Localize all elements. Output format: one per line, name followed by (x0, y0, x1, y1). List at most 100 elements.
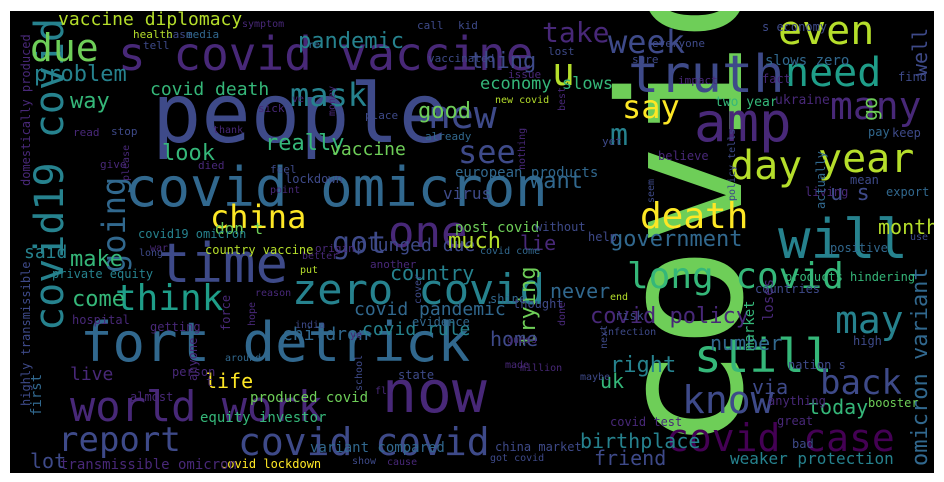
cloud-word: variant compared (310, 440, 445, 456)
cloud-word: million (520, 363, 563, 374)
cloud-word: vaccine diplomacy (58, 11, 243, 30)
cloud-word: everyone (652, 37, 705, 50)
cloud-word: covid policy (590, 304, 749, 329)
cloud-word: mask (290, 76, 368, 114)
cloud-word: want (530, 169, 583, 194)
cloud-word: positive (830, 241, 888, 255)
cloud-word: lot (30, 449, 67, 473)
cloud-word: s covid vaccine (118, 27, 534, 81)
cloud-word: report (58, 420, 181, 460)
cloud-word: ukraine (775, 93, 830, 108)
cloud-word: got covid (490, 453, 545, 464)
cloud-word: uk (600, 369, 625, 393)
cloud-word: say (622, 88, 680, 126)
cloud-word: export (886, 185, 930, 199)
cloud-word: nation s (788, 358, 846, 372)
cloud-word: day (730, 143, 803, 189)
cloud-word: good (418, 99, 471, 124)
cloud-word: said (24, 242, 68, 263)
cloud-word: one (388, 207, 468, 258)
cloud-word: come (72, 287, 125, 312)
cloud-word: sick (258, 102, 285, 115)
cloud-word: case (166, 28, 193, 41)
cloud-word: country (390, 261, 475, 285)
cloud-word: u s (830, 181, 870, 206)
cloud-word: friend (594, 446, 667, 470)
cloud-word: right (610, 353, 677, 378)
cloud-word: evidence (412, 315, 470, 329)
cloud-word: covid covid (238, 420, 490, 464)
cloud-word: actually (814, 151, 828, 209)
cloud-word: issue (508, 68, 542, 81)
cloud-word: india (295, 320, 326, 331)
cloud-word: put (300, 265, 319, 276)
cloud-word: risk (615, 309, 644, 323)
cloud-word: vaccinated (428, 52, 495, 65)
cloud-word: new (428, 93, 497, 137)
cloud-word: next (599, 324, 610, 349)
cloud-word: policy tells (727, 128, 738, 201)
cloud-word: take (542, 16, 610, 49)
cloud-word: may (835, 298, 904, 342)
cloud-word: children (282, 324, 369, 345)
cloud-word: symptom (242, 19, 285, 30)
cloud-word: booster (868, 396, 919, 410)
cloud-word: end (610, 292, 629, 303)
cloud-word: keep (892, 126, 921, 140)
cloud-word: transmissible omicron (60, 457, 238, 473)
cloud-word: died (198, 159, 225, 172)
cloud-word: help (588, 230, 617, 244)
cloud-word: point (270, 185, 301, 196)
cloud-word: life (205, 369, 254, 393)
cloud-word: post covid (455, 220, 540, 236)
cloud-word: another (370, 258, 417, 271)
cloud-word: problem (34, 62, 127, 87)
cloud-word: pandemic (298, 29, 404, 54)
cloud-word: still (694, 329, 833, 383)
cloud-word: fort detrick (80, 311, 471, 374)
cloud-word: domestically produced (19, 34, 33, 186)
cloud-word: via (752, 375, 789, 399)
cloud-word: don t (215, 219, 264, 238)
cloud-word: weaker protection (730, 449, 894, 468)
cloud-word: guess (507, 335, 538, 346)
cloud-word: will (778, 208, 909, 271)
cloud-word: impact (678, 74, 718, 87)
cloud-word: call (417, 19, 444, 32)
cloud-word: omicron variant (908, 267, 933, 466)
cloud-word: flu (375, 386, 394, 397)
cloud-word: yet (602, 135, 622, 148)
cloud-word: almost (130, 390, 174, 404)
word-cloud: covid people s covid vaccine fort detrick co… (10, 11, 934, 473)
cloud-word: school (354, 354, 365, 391)
cloud-word: european products (455, 165, 599, 181)
cloud-word: shine (490, 292, 527, 306)
cloud-word: around (225, 353, 262, 364)
cloud-word: place (365, 109, 399, 122)
cloud-word: slows zero (765, 53, 850, 69)
cloud-word: covid test (610, 415, 683, 429)
cloud-word: never (550, 279, 611, 303)
cloud-word: give (100, 158, 127, 171)
cloud-word: great (777, 414, 814, 428)
cloud-word: world work (70, 382, 323, 431)
cloud-word: high (853, 334, 882, 348)
cloud-word: maybe (580, 372, 611, 383)
cloud-word: number (710, 331, 783, 355)
cloud-word: china (210, 198, 307, 236)
cloud-word: infection (602, 327, 657, 338)
cloud-word: covid pandemic (354, 299, 506, 320)
cloud-word: private equity (52, 267, 154, 281)
cloud-word: already (425, 130, 472, 143)
cloud-word: countries (755, 282, 821, 296)
cloud-word: long (139, 248, 164, 259)
cloud-word: vaccine (330, 139, 406, 160)
cloud-word: china market (495, 440, 582, 454)
cloud-word: week (608, 23, 686, 61)
cloud-word: m (610, 118, 629, 153)
cloud-word: bad (792, 437, 814, 451)
cloud-word: think (115, 278, 224, 319)
cloud-word: read (73, 126, 100, 139)
cloud-word: reason (255, 288, 292, 299)
cloud-word: origin (315, 242, 355, 255)
